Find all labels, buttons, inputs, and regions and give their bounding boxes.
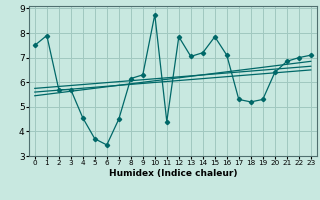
X-axis label: Humidex (Indice chaleur): Humidex (Indice chaleur) — [108, 169, 237, 178]
